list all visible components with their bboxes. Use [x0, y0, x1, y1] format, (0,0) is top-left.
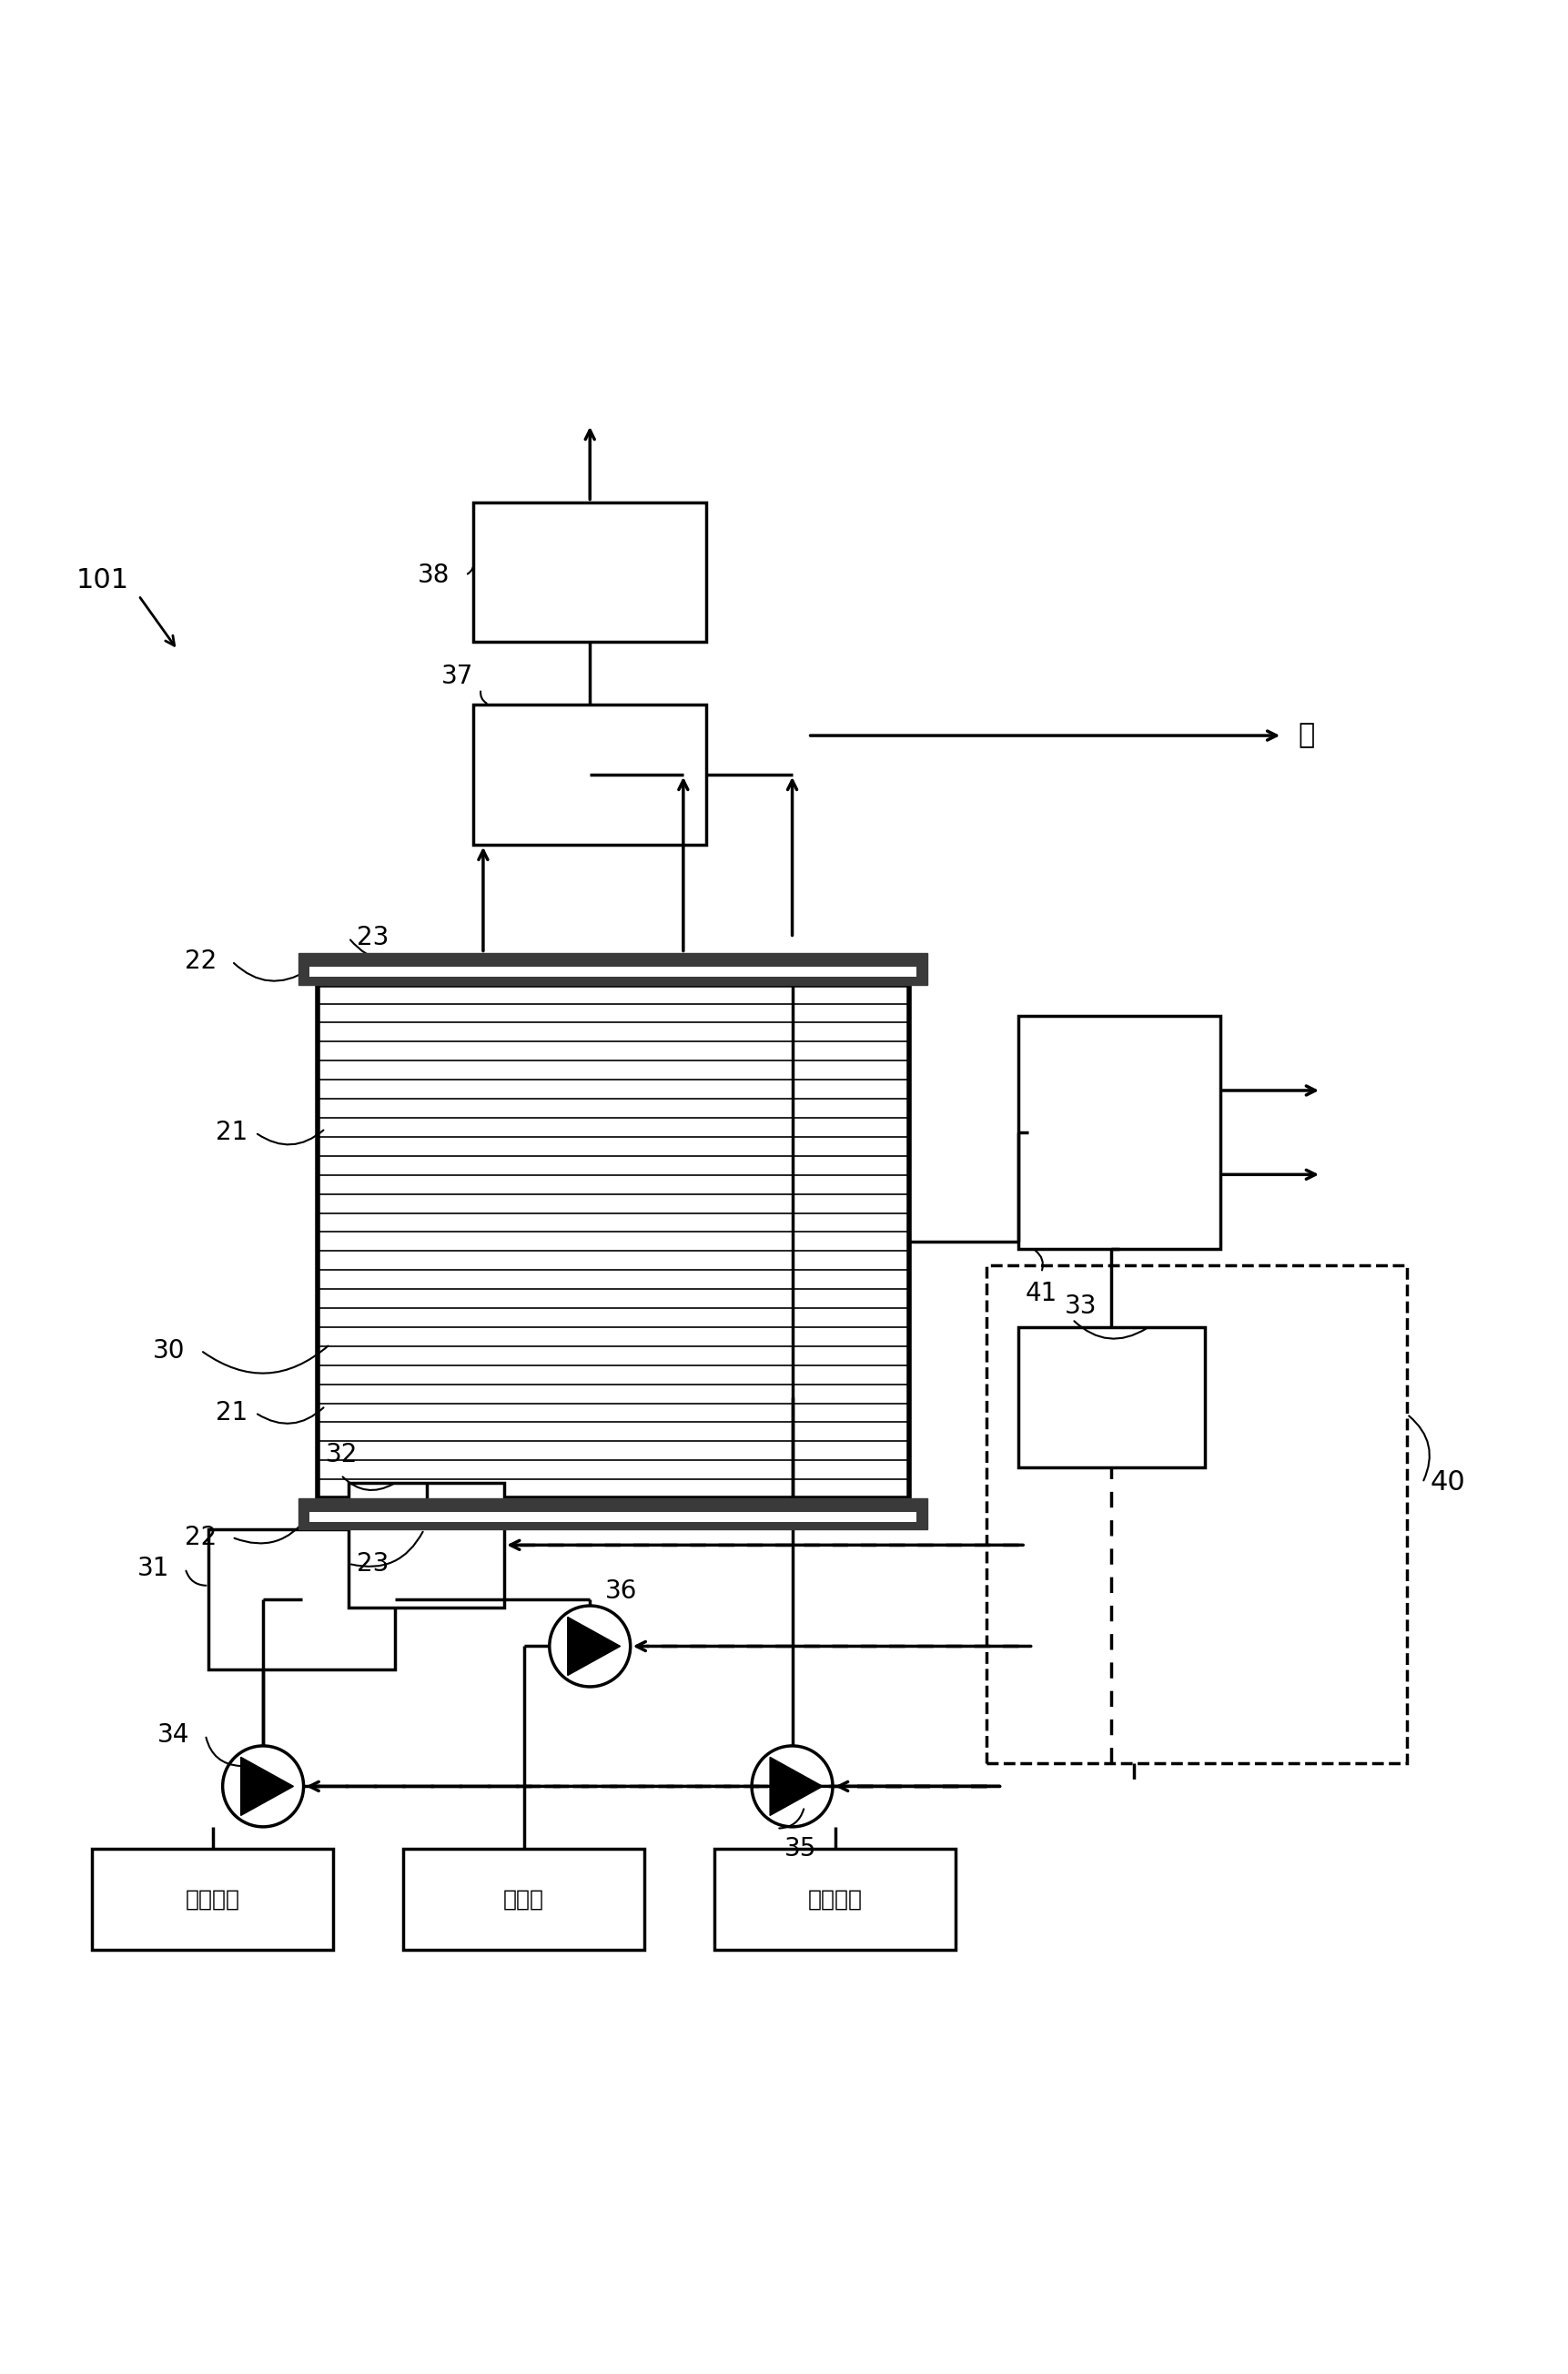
Text: 23: 23	[356, 926, 389, 950]
Text: 35: 35	[784, 1835, 817, 1861]
Text: 22: 22	[183, 1524, 216, 1550]
Polygon shape	[568, 1617, 619, 1676]
Bar	[474, 501, 706, 641]
Text: 36: 36	[605, 1579, 637, 1605]
Text: 38: 38	[417, 563, 450, 589]
Bar	[713, 1849, 955, 1949]
Text: 23: 23	[356, 1550, 389, 1576]
Text: 含氧气体: 含氧气体	[808, 1887, 862, 1911]
Text: 32: 32	[325, 1441, 358, 1467]
Polygon shape	[770, 1757, 822, 1816]
Text: 水: 水	[1297, 722, 1314, 748]
Text: 40: 40	[1430, 1470, 1465, 1496]
Bar	[474, 705, 706, 845]
Text: 21: 21	[215, 1401, 248, 1424]
Bar	[299, 954, 927, 985]
Text: 37: 37	[441, 662, 474, 688]
Text: 冷却水: 冷却水	[503, 1887, 544, 1911]
Bar	[1018, 1016, 1220, 1249]
Bar	[299, 1498, 927, 1529]
Polygon shape	[241, 1757, 293, 1816]
Bar	[209, 1529, 395, 1669]
Bar	[1018, 1327, 1204, 1467]
Bar	[93, 1849, 332, 1949]
Bar	[403, 1849, 644, 1949]
Bar	[309, 966, 916, 976]
Bar	[317, 985, 908, 1498]
Bar	[348, 1484, 503, 1607]
Text: 34: 34	[158, 1721, 190, 1747]
Bar	[986, 1265, 1406, 1764]
Text: 30: 30	[154, 1337, 185, 1363]
Text: 101: 101	[77, 567, 129, 594]
Text: 21: 21	[215, 1121, 248, 1144]
Text: 22: 22	[183, 950, 216, 973]
Text: 31: 31	[138, 1555, 169, 1581]
Text: 燃料气体: 燃料气体	[185, 1887, 240, 1911]
Bar	[309, 1512, 916, 1522]
Text: 41: 41	[1025, 1280, 1057, 1306]
Text: 33: 33	[1065, 1294, 1096, 1320]
